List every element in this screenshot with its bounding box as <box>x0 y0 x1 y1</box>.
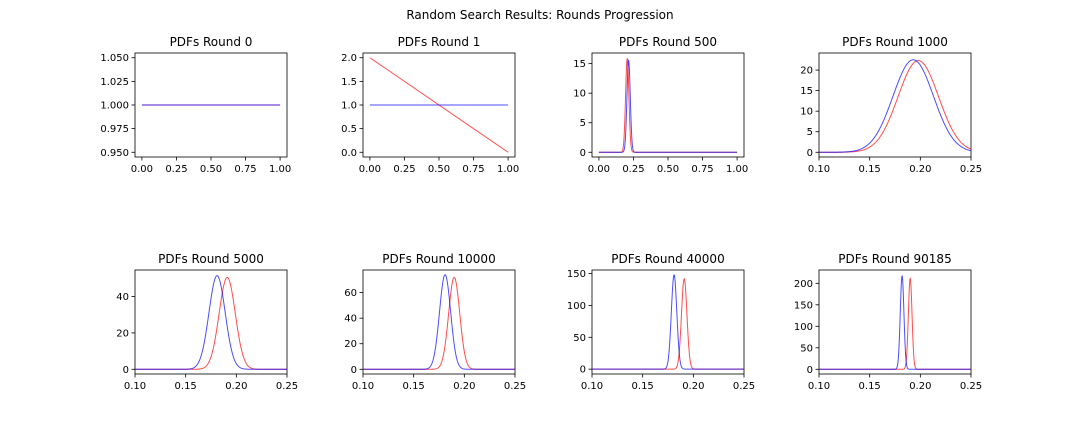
y-tick-label: 100 <box>794 322 813 333</box>
y-tick-label: 5 <box>807 127 813 138</box>
subplot-title: PDFs Round 5000 <box>158 252 264 266</box>
y-tick-label: 40 <box>116 292 129 303</box>
y-tick-label: 15 <box>800 86 813 97</box>
y-tick-label: 1.025 <box>100 77 129 88</box>
y-tick-label: 150 <box>794 300 813 311</box>
subplot-8: PDFs Round 90185 0.10 0.15 0.20 0.25 0 50 100 15… <box>794 252 982 392</box>
x-tick-label: 0.15 <box>175 381 197 392</box>
x-tick-label: 0.10 <box>124 381 146 392</box>
subplot-title: PDFs Round 10000 <box>382 252 495 266</box>
y-tick-label: 0 <box>807 148 813 159</box>
y-tick-label: 1.0 <box>341 101 357 112</box>
plot-frame <box>591 269 745 375</box>
y-tick-label: 0 <box>807 365 813 376</box>
blue-pdf-curve <box>819 275 971 370</box>
x-tick-label: 0.20 <box>909 164 931 175</box>
y-tick-label: 5 <box>580 118 586 129</box>
blue-pdf-curve <box>135 275 287 370</box>
x-tick-label: 0.00 <box>588 164 610 175</box>
y-tick-label: 0 <box>580 148 586 159</box>
x-tick-label: 0.75 <box>462 164 484 175</box>
y-tick-label: 100 <box>567 301 586 312</box>
x-tick-label: 0.75 <box>691 164 713 175</box>
x-tick-label: 0.25 <box>622 164 644 175</box>
subplot-4: PDFs Round 1000 0.10 0.15 0.20 0.25 0 5 10 15 20 <box>800 35 982 175</box>
subplot-3: PDFs Round 500 0.00 0.25 0.50 0.75 1.00 0 5 10 15 <box>573 35 748 175</box>
subplot-title: PDFs Round 500 <box>619 35 717 49</box>
x-tick-label: 0.10 <box>581 381 603 392</box>
subplot-5: PDFs Round 5000 0.10 0.15 0.20 0.25 0 20 40 <box>116 252 298 392</box>
x-tick-label: 1.00 <box>726 164 748 175</box>
blue-pdf-curve <box>598 59 738 153</box>
x-tick-label: 0.20 <box>682 381 704 392</box>
x-tick-label: 0.50 <box>428 164 450 175</box>
plot-frame <box>818 269 972 375</box>
subplot-6: PDFs Round 10000 0.10 0.15 0.20 0.25 0 20 40 60 <box>344 252 526 392</box>
x-tick-label: 0.20 <box>453 381 475 392</box>
subplot-title: PDFs Round 90185 <box>838 252 951 266</box>
x-tick-label: 0.25 <box>733 381 755 392</box>
y-tick-label: 50 <box>800 343 813 354</box>
x-tick-label: 0.25 <box>165 164 187 175</box>
y-tick-label: 0 <box>351 365 357 376</box>
x-tick-label: 0.25 <box>960 164 982 175</box>
y-tick-label: 40 <box>344 314 357 325</box>
y-tick-label: 20 <box>116 328 129 339</box>
subplot-1: PDFs Round 0 0.00 0.25 0.50 0.75 1.00 0.950 0.9… <box>100 35 291 175</box>
x-tick-label: 0.25 <box>504 381 526 392</box>
x-tick-label: 0.10 <box>352 381 374 392</box>
x-tick-label: 0.10 <box>808 164 830 175</box>
plot-frame <box>134 269 288 375</box>
y-tick-label: 200 <box>794 279 813 290</box>
y-tick-label: 150 <box>567 269 586 280</box>
subplot-title: PDFs Round 40000 <box>611 252 724 266</box>
y-tick-label: 1.000 <box>100 101 129 112</box>
figure-suptitle: Random Search Results: Rounds Progressio… <box>406 8 673 22</box>
y-tick-label: 2.0 <box>341 53 357 64</box>
y-tick-label: 0.950 <box>100 148 129 159</box>
y-tick-label: 0.5 <box>341 124 357 135</box>
y-tick-label: 10 <box>800 107 813 118</box>
y-tick-label: 50 <box>573 333 586 344</box>
y-tick-label: 1.5 <box>341 77 357 88</box>
x-tick-label: 0.15 <box>632 381 654 392</box>
blue-pdf-curve <box>819 59 971 153</box>
x-tick-label: 0.00 <box>131 164 153 175</box>
x-tick-label: 0.50 <box>657 164 679 175</box>
x-tick-label: 0.50 <box>200 164 222 175</box>
x-tick-label: 0.15 <box>403 381 425 392</box>
subplot-grid: PDFs Round 00.00 0.25 0.50 0.75 1.000.9500.9… <box>100 35 982 392</box>
y-tick-label: 10 <box>573 89 586 100</box>
x-tick-label: 0.25 <box>960 381 982 392</box>
plot-frame <box>591 52 745 158</box>
x-tick-label: 1.00 <box>269 164 291 175</box>
subplot-7: PDFs Round 40000 0.10 0.15 0.20 0.25 0 50 100 15… <box>567 252 755 392</box>
y-tick-label: 60 <box>344 288 357 299</box>
y-tick-label: 0 <box>580 365 586 376</box>
blue-pdf-curve <box>592 274 744 370</box>
subplot-title: PDFs Round 1 <box>398 35 481 49</box>
y-tick-label: 1.050 <box>100 53 129 64</box>
y-tick-label: 0 <box>123 365 129 376</box>
y-tick-label: 20 <box>800 66 813 77</box>
y-tick-label: 15 <box>573 59 586 70</box>
x-tick-label: 0.20 <box>909 381 931 392</box>
x-tick-label: 1.00 <box>497 164 519 175</box>
x-tick-label: 0.20 <box>225 381 247 392</box>
x-tick-label: 0.75 <box>234 164 256 175</box>
subplot-title: PDFs Round 0 <box>170 35 253 49</box>
y-tick-label: 0.975 <box>100 124 129 135</box>
subplot-title: PDFs Round 1000 <box>842 35 948 49</box>
blue-pdf-curve <box>363 274 515 370</box>
y-tick-label: 20 <box>344 339 357 350</box>
x-tick-label: 0.15 <box>859 381 881 392</box>
x-tick-label: 0.25 <box>393 164 415 175</box>
subplot-2: PDFs Round 1 0.00 0.25 0.50 0.75 1.00 0.0 0.5 1.… <box>341 35 519 175</box>
x-tick-label: 0.10 <box>808 381 830 392</box>
x-tick-label: 0.25 <box>276 381 298 392</box>
y-tick-label: 0.0 <box>341 148 357 159</box>
x-tick-label: 0.00 <box>359 164 381 175</box>
x-tick-label: 0.15 <box>859 164 881 175</box>
